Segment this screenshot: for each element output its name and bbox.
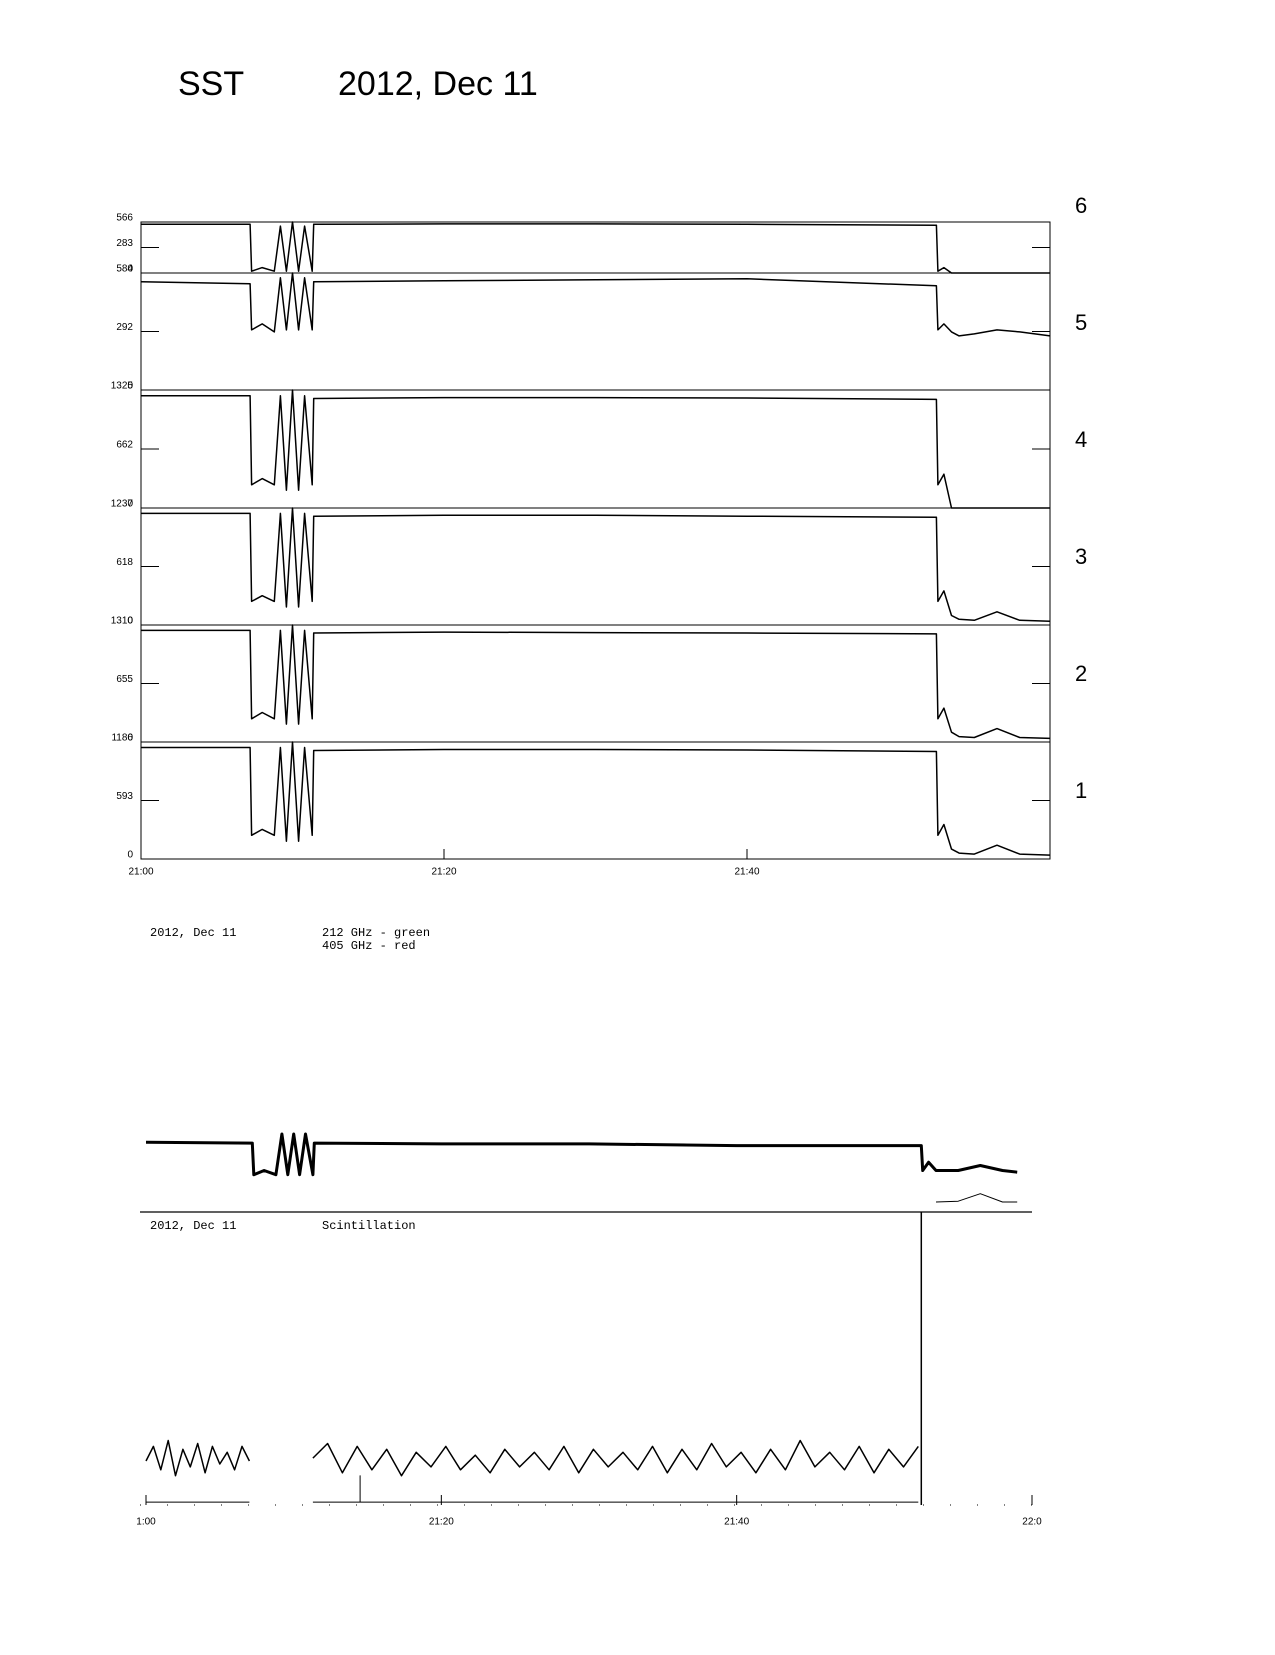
y-tick-label: 0 (127, 381, 133, 392)
x-tick-label: 1:00 (136, 1517, 156, 1528)
date-title: 2012, Dec 11 (338, 65, 538, 103)
data-line (141, 389, 1050, 509)
channel-label: 5 (1075, 310, 1087, 335)
y-tick-label: 593 (116, 791, 133, 802)
y-tick-label: 0 (127, 616, 133, 627)
y-tick-label: 1237 (111, 499, 134, 510)
annotation: 212 GHz - green (322, 926, 430, 940)
x-tick-label: 21:40 (734, 867, 759, 878)
y-tick-label: 0 (127, 850, 133, 861)
annotation: Scintillation (322, 1219, 416, 1233)
data-line (141, 741, 1051, 856)
y-tick-label: 283 (116, 238, 133, 249)
y-tick-label: 0 (127, 264, 133, 275)
data-line (145, 1439, 919, 1477)
data-line (141, 624, 1051, 740)
instrument-title: SST (178, 65, 244, 103)
panel-frame (140, 272, 1051, 391)
x-tick-label: 21:20 (429, 1517, 454, 1528)
annotation: 2012, Dec 11 (150, 1219, 236, 1233)
channel-label: 6 (1075, 193, 1087, 218)
y-tick-label: 662 (116, 440, 133, 451)
data-line (935, 1193, 1018, 1203)
annotation: 405 GHz - red (322, 939, 416, 953)
data-line (141, 507, 1051, 622)
y-tick-label: 1310 (111, 616, 134, 627)
channel-label: 3 (1075, 544, 1087, 569)
y-tick-label: 618 (116, 557, 133, 568)
y-tick-label: 584 (116, 264, 133, 275)
channel-label: 1 (1075, 778, 1087, 803)
channel-label: 2 (1075, 661, 1087, 686)
y-tick-label: 292 (116, 322, 133, 333)
y-tick-label: 655 (116, 674, 133, 685)
y-tick-label: 0 (127, 733, 133, 744)
x-tick-label: 22:0 (1022, 1517, 1042, 1528)
x-tick-label: 21:20 (431, 867, 456, 878)
y-tick-label: 1325 (111, 381, 134, 392)
data-line (145, 1132, 1018, 1177)
y-tick-label: 566 (116, 213, 133, 224)
data-line (140, 272, 1051, 337)
x-tick-label: 21:00 (128, 867, 153, 878)
annotation: 2012, Dec 11 (150, 926, 236, 940)
data-line (146, 1475, 919, 1503)
channel-label: 4 (1075, 427, 1087, 452)
x-tick-label: 21:40 (724, 1517, 749, 1528)
data-line (141, 221, 1050, 274)
y-tick-label: 0 (127, 499, 133, 510)
y-tick-label: 1186 (111, 733, 133, 744)
